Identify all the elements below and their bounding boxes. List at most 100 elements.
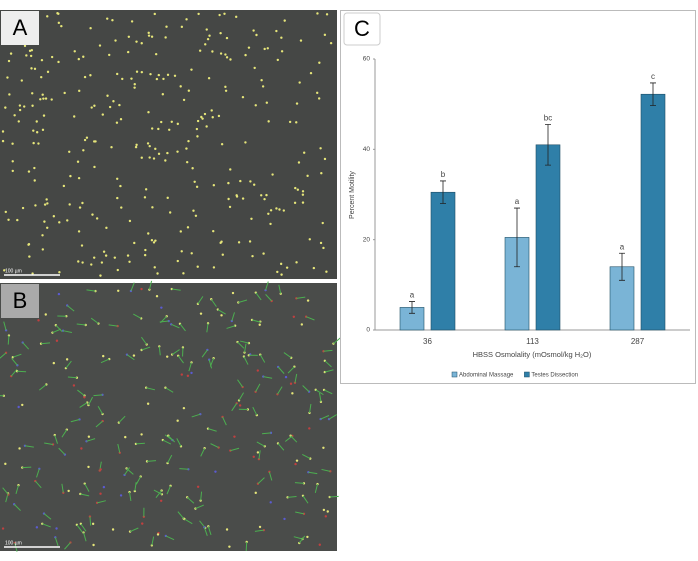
- cell: [228, 545, 231, 548]
- legend-label: Testes Dissection: [531, 373, 578, 379]
- track: [129, 491, 132, 502]
- cell: [120, 206, 123, 209]
- track: [319, 392, 322, 402]
- cell: [164, 36, 167, 39]
- cell: [8, 93, 11, 96]
- cell: [206, 37, 210, 41]
- cell: [80, 447, 83, 450]
- cell: [147, 111, 150, 114]
- track: [86, 289, 96, 292]
- track: [11, 358, 18, 366]
- cell: [199, 312, 203, 315]
- cell: [66, 219, 69, 222]
- cell: [322, 246, 325, 250]
- significance-label: c: [651, 72, 655, 81]
- cell: [224, 85, 227, 89]
- cell: [140, 42, 143, 45]
- cell: [299, 39, 303, 42]
- cell: [17, 120, 20, 123]
- error-bar: [650, 82, 656, 106]
- cell: [227, 181, 230, 185]
- cell: [308, 411, 311, 415]
- cell: [176, 150, 179, 153]
- cell: [39, 98, 42, 101]
- cell: [147, 31, 150, 35]
- cell: [9, 52, 13, 55]
- cell: [46, 226, 49, 229]
- cell: [252, 183, 256, 186]
- cell: [52, 361, 56, 365]
- track: [231, 403, 238, 412]
- track: [287, 366, 295, 374]
- cell: [13, 114, 16, 117]
- cell: [116, 196, 119, 200]
- track: [309, 403, 312, 413]
- cell: [176, 259, 179, 263]
- cell: [144, 248, 147, 252]
- panel-label: B: [13, 288, 28, 313]
- cell: [27, 243, 30, 246]
- cell: [154, 239, 157, 242]
- cell: [323, 157, 327, 161]
- cell: [4, 462, 7, 466]
- cell: [50, 98, 53, 101]
- track: [158, 346, 161, 356]
- cell: [153, 266, 156, 269]
- track: [117, 443, 121, 453]
- cell: [190, 252, 193, 255]
- track: [191, 413, 201, 418]
- cell: [158, 345, 161, 348]
- track: [167, 454, 173, 464]
- track: [96, 500, 106, 504]
- y-tick-label: 20: [363, 236, 371, 243]
- cell: [252, 29, 255, 32]
- track: [153, 489, 163, 495]
- cell: [148, 156, 151, 159]
- cell: [297, 161, 301, 164]
- cell: [317, 97, 321, 100]
- cell: [168, 211, 172, 214]
- scale-text: 100 µm: [5, 268, 22, 274]
- cell: [150, 35, 154, 38]
- cell: [196, 119, 200, 123]
- track: [89, 516, 92, 526]
- track: [146, 387, 156, 391]
- cell: [211, 50, 214, 53]
- track: [43, 513, 52, 520]
- cell: [280, 50, 284, 53]
- cell: [21, 206, 25, 210]
- cell: [182, 98, 186, 102]
- cell: [322, 350, 325, 353]
- cell: [152, 157, 156, 160]
- cell: [294, 186, 297, 190]
- track: [238, 299, 248, 303]
- cell: [155, 295, 159, 298]
- track: [12, 353, 22, 358]
- track: [160, 315, 168, 324]
- cell: [185, 147, 188, 150]
- cell: [295, 459, 299, 462]
- x-axis-label: HBSS Osmolality (mOsmol/kg H₂O): [473, 350, 592, 359]
- cell: [144, 188, 148, 191]
- cell: [147, 232, 150, 235]
- cell: [306, 535, 309, 539]
- cell: [211, 116, 214, 119]
- track: [208, 359, 213, 369]
- cell: [176, 419, 179, 422]
- track: [65, 360, 72, 369]
- cell: [113, 256, 117, 259]
- cell: [181, 346, 185, 349]
- track: [254, 529, 264, 532]
- cell: [196, 135, 199, 138]
- track: [118, 415, 126, 423]
- cell: [1, 130, 5, 133]
- cell: [155, 77, 159, 81]
- cell: [43, 203, 47, 206]
- track: [90, 317, 99, 324]
- cell: [301, 190, 305, 193]
- cell: [220, 142, 224, 146]
- track: [61, 429, 68, 438]
- track: [210, 443, 219, 449]
- cell: [90, 263, 93, 266]
- cell: [1, 139, 5, 143]
